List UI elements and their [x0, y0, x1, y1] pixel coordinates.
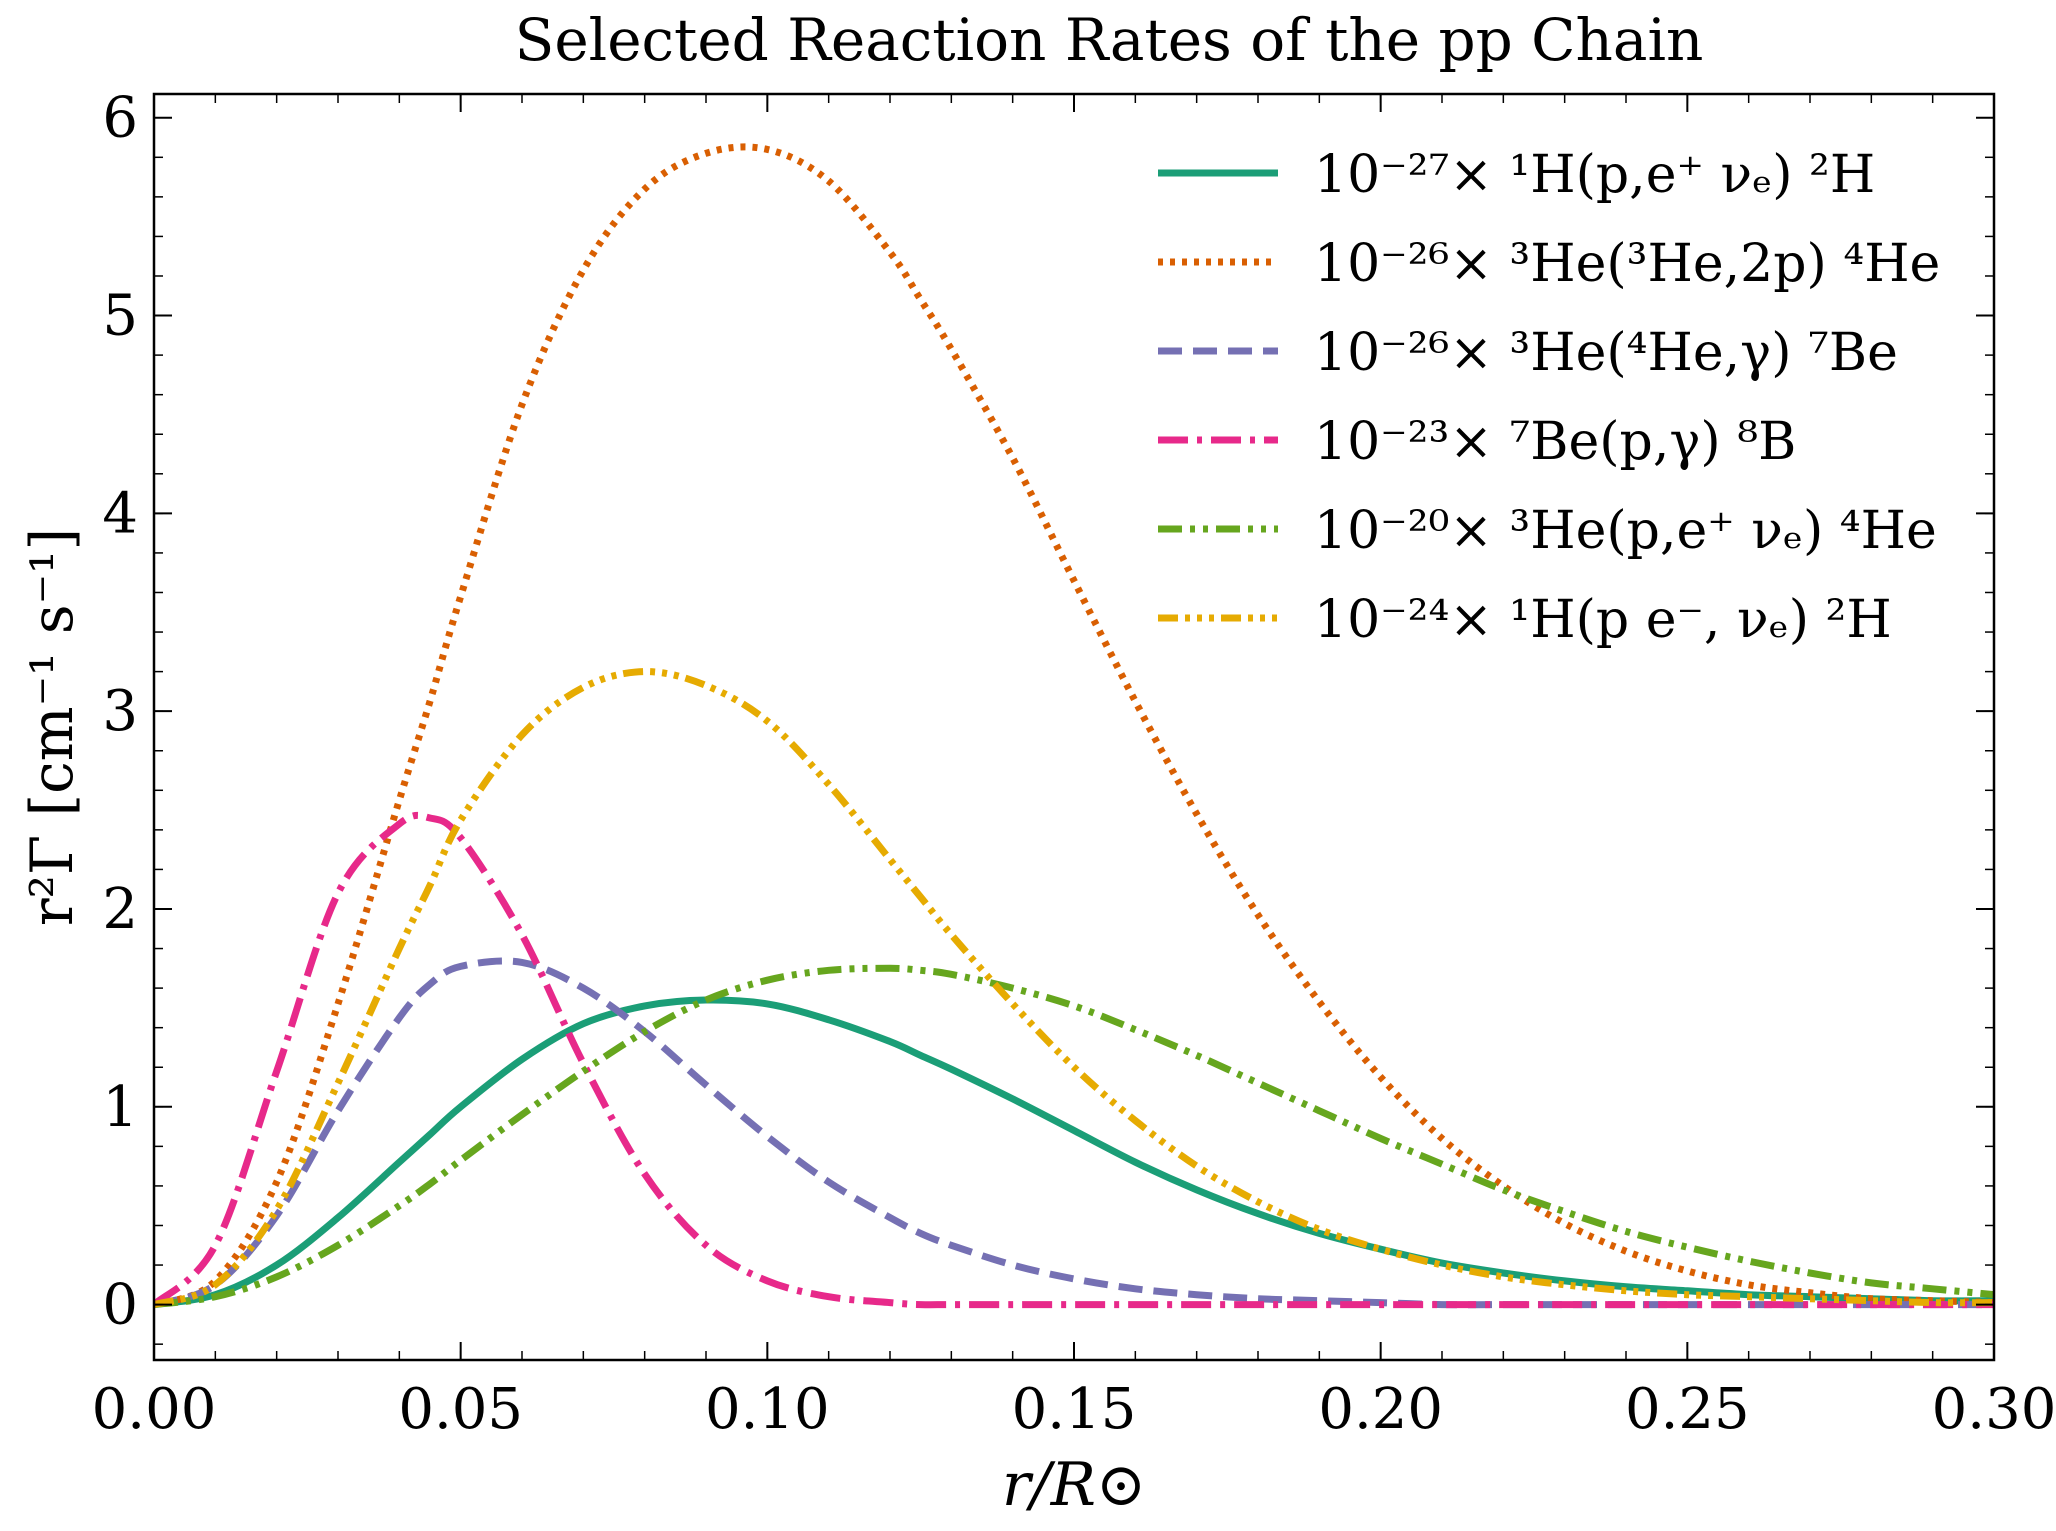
- series-line-6: [154, 668, 1994, 1308]
- y-tick-label: 5: [102, 284, 138, 349]
- plot-area: [154, 143, 1994, 1309]
- axis-ticks: [153, 94, 1995, 1360]
- legend: 10⁻²⁷× ¹H(p,e⁺ νₑ) ²H 10⁻²⁶× ³He(³He,2p) …: [1158, 145, 1940, 650]
- x-tick-label: 0.00: [92, 1377, 217, 1442]
- y-tick-label: 1: [102, 1075, 138, 1140]
- legend-label-6: 10⁻²⁴× ¹H(p e⁻, νₑ) ²H: [1314, 590, 1892, 650]
- legend-label-5: 10⁻²⁰× ³He(p,e⁺ νₑ) ⁴He: [1314, 501, 1937, 561]
- x-tick-label: 0.20: [1318, 1377, 1443, 1442]
- x-tick-label: 0.10: [705, 1377, 830, 1442]
- y-tick-label: 6: [102, 86, 138, 151]
- series-line-2: [154, 143, 1994, 1308]
- x-tick-label: 0.30: [1932, 1377, 2056, 1442]
- y-tick-label: 3: [102, 679, 138, 744]
- legend-label-3: 10⁻²⁶× ³He(⁴He,γ) ⁷Be: [1314, 323, 1898, 383]
- legend-label-4: 10⁻²³× ⁷Be(p,γ) ⁸B: [1314, 412, 1796, 472]
- x-tick-label: 0.25: [1625, 1377, 1750, 1442]
- x-tick-label: 0.05: [398, 1377, 523, 1442]
- series-line-5: [154, 964, 1994, 1309]
- series-line-1: [154, 996, 1994, 1309]
- y-tick-labels: 0 1 2 3 4 5 6: [102, 86, 138, 1338]
- series-line-4: [154, 811, 1994, 1309]
- x-tick-labels: 0.00 0.05 0.10 0.15 0.20 0.25 0.30: [92, 1377, 2056, 1442]
- series-lines: [154, 143, 1994, 1309]
- legend-label-2: 10⁻²⁶× ³He(³He,2p) ⁴He: [1314, 234, 1940, 294]
- y-axis-label: r²Γ [cm⁻¹ s⁻¹]: [18, 528, 86, 926]
- y-tick-label: 0: [102, 1273, 138, 1338]
- y-tick-label: 4: [102, 481, 138, 546]
- x-axis-label: r/R⊙: [1002, 1450, 1146, 1520]
- legend-label-1: 10⁻²⁷× ¹H(p,e⁺ νₑ) ²H: [1314, 145, 1875, 205]
- plot-frame: [152, 92, 1996, 1362]
- chart-title: Selected Reaction Rates of the pp Chain: [515, 6, 1704, 74]
- y-tick-label: 2: [102, 877, 138, 942]
- x-tick-label: 0.15: [1012, 1377, 1137, 1442]
